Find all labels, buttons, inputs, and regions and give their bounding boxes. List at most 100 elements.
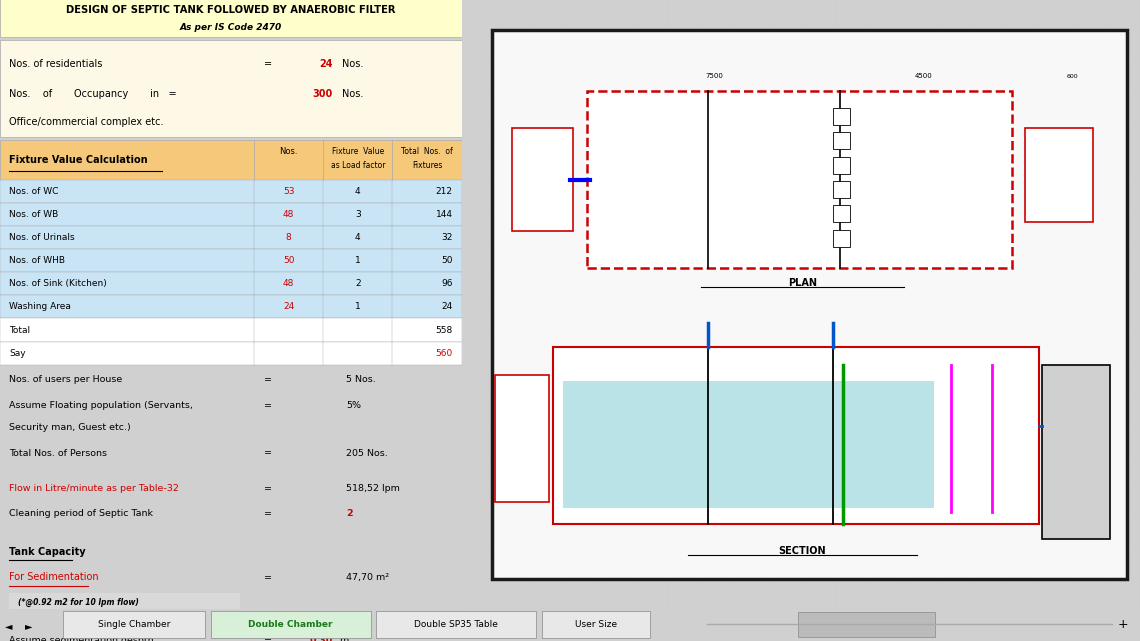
Text: 144: 144 (435, 210, 453, 219)
Text: Say: Say (9, 349, 26, 358)
Text: SECTION: SECTION (779, 546, 826, 556)
Text: Total  Nos.  of: Total Nos. of (401, 147, 453, 156)
Text: 3: 3 (355, 210, 360, 219)
Text: Tank Capacity: Tank Capacity (9, 547, 86, 557)
FancyBboxPatch shape (63, 611, 205, 638)
FancyBboxPatch shape (833, 205, 849, 222)
Text: ►: ► (25, 621, 33, 631)
Text: Nos. of WC: Nos. of WC (9, 187, 58, 196)
Text: 24: 24 (319, 59, 333, 69)
Text: 4: 4 (355, 233, 360, 242)
Text: as Load factor: as Load factor (331, 162, 385, 171)
Text: 50: 50 (283, 256, 294, 265)
Text: 600: 600 (1067, 74, 1078, 79)
FancyBboxPatch shape (833, 108, 849, 125)
Text: Nos. of users per House: Nos. of users per House (9, 376, 122, 385)
FancyBboxPatch shape (542, 611, 650, 638)
Text: 48: 48 (283, 279, 294, 288)
Text: 5 Nos.: 5 Nos. (347, 376, 376, 385)
Text: 4500: 4500 (915, 73, 933, 79)
Text: =: = (263, 376, 271, 385)
Text: Nos.    of       Occupancy       in   =: Nos. of Occupancy in = (9, 89, 177, 99)
Text: =: = (263, 59, 271, 69)
Text: 2: 2 (347, 510, 353, 519)
Text: 48: 48 (283, 210, 294, 219)
Text: Nos. of Sink (Kitchen): Nos. of Sink (Kitchen) (9, 279, 107, 288)
Text: 560: 560 (435, 349, 453, 358)
Text: 7500: 7500 (706, 73, 724, 79)
Text: 212: 212 (435, 187, 453, 196)
Text: 24: 24 (283, 303, 294, 312)
Text: 47,70 m²: 47,70 m² (347, 573, 390, 582)
Text: Nos. of Urinals: Nos. of Urinals (9, 233, 75, 242)
Text: 518,52 lpm: 518,52 lpm (347, 484, 400, 493)
FancyBboxPatch shape (492, 30, 1126, 578)
Text: 205 Nos.: 205 Nos. (347, 449, 388, 458)
Text: For Sedimentation: For Sedimentation (9, 572, 99, 582)
Text: ◄: ◄ (5, 621, 13, 631)
Text: PLAN: PLAN (788, 278, 817, 288)
Text: Assume Floating population (Servants,: Assume Floating population (Servants, (9, 401, 193, 410)
FancyBboxPatch shape (0, 296, 462, 319)
Text: Fixtures: Fixtures (412, 162, 442, 171)
Text: 8: 8 (286, 233, 292, 242)
FancyBboxPatch shape (798, 612, 935, 637)
Text: Washing Area: Washing Area (9, 303, 71, 312)
Text: 24: 24 (441, 303, 453, 312)
FancyBboxPatch shape (833, 229, 849, 247)
Text: Security man, Guest etc.): Security man, Guest etc.) (9, 423, 131, 432)
Text: Double Chamber: Double Chamber (249, 620, 333, 629)
Text: =: = (263, 573, 271, 582)
FancyBboxPatch shape (553, 347, 1039, 524)
Text: 53: 53 (283, 187, 294, 196)
Text: 1: 1 (355, 303, 360, 312)
Text: Flow in Litre/minute as per Table-32: Flow in Litre/minute as per Table-32 (9, 484, 179, 493)
FancyBboxPatch shape (376, 611, 536, 638)
Text: 558: 558 (435, 326, 453, 335)
Text: Nos.: Nos. (342, 59, 363, 69)
Text: Nos.: Nos. (342, 89, 363, 99)
Text: Nos.: Nos. (279, 147, 298, 156)
Text: Office/commercial complex etc.: Office/commercial complex etc. (9, 117, 164, 127)
Text: =: = (263, 636, 271, 641)
Text: 1: 1 (355, 256, 360, 265)
FancyBboxPatch shape (0, 342, 462, 365)
FancyBboxPatch shape (0, 40, 462, 137)
FancyBboxPatch shape (587, 91, 1012, 268)
FancyBboxPatch shape (833, 132, 849, 149)
FancyBboxPatch shape (1025, 128, 1093, 222)
Text: Nos. of WHB: Nos. of WHB (9, 256, 65, 265)
Text: 0,30: 0,30 (309, 636, 333, 641)
FancyBboxPatch shape (0, 0, 462, 37)
Text: 96: 96 (441, 279, 453, 288)
Text: Total: Total (9, 326, 31, 335)
Text: m: m (337, 636, 349, 641)
Text: Single Chamber: Single Chamber (98, 620, 170, 629)
FancyBboxPatch shape (833, 156, 849, 174)
Text: Total Nos. of Persons: Total Nos. of Persons (9, 449, 107, 458)
FancyBboxPatch shape (496, 374, 549, 503)
FancyBboxPatch shape (0, 272, 462, 296)
Text: As per IS Code 2470: As per IS Code 2470 (180, 23, 282, 32)
Text: Nos. of residentials: Nos. of residentials (9, 59, 103, 69)
Text: Cleaning period of Septic Tank: Cleaning period of Septic Tank (9, 510, 153, 519)
FancyBboxPatch shape (1042, 365, 1109, 539)
FancyBboxPatch shape (0, 319, 462, 342)
Text: Fixture Value Calculation: Fixture Value Calculation (9, 155, 148, 165)
FancyBboxPatch shape (563, 381, 934, 508)
Text: 5%: 5% (347, 401, 361, 410)
Text: 4: 4 (355, 187, 360, 196)
Text: =: = (263, 401, 271, 410)
Text: 300: 300 (312, 89, 333, 99)
FancyBboxPatch shape (0, 203, 462, 226)
FancyBboxPatch shape (0, 249, 462, 272)
Text: 32: 32 (441, 233, 453, 242)
Text: 2: 2 (355, 279, 360, 288)
Text: =: = (263, 484, 271, 493)
FancyBboxPatch shape (0, 226, 462, 249)
Text: Double SP35 Table: Double SP35 Table (414, 620, 498, 629)
Text: =: = (263, 510, 271, 519)
Text: User Size: User Size (575, 620, 617, 629)
Text: +: + (1117, 618, 1129, 631)
FancyBboxPatch shape (211, 611, 370, 638)
